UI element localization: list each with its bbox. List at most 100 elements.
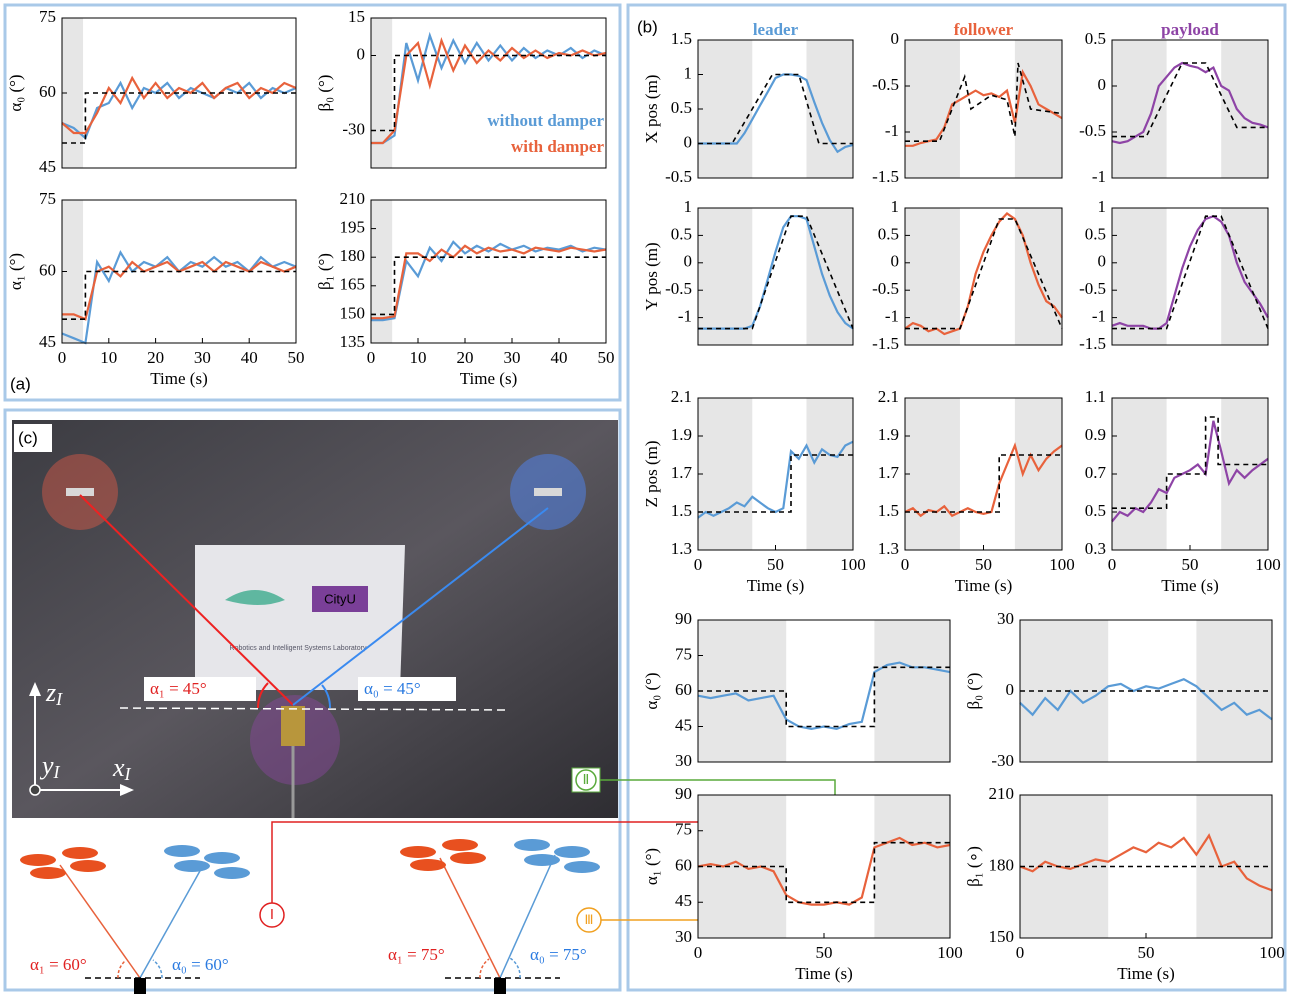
x-tick-label: 10 xyxy=(410,348,427,367)
y-tick-label: 0.5 xyxy=(671,98,692,117)
shaded-region xyxy=(905,208,960,345)
configuration-diagram: α₁ = 60° α₀ = 60° α₁ = 75° α₀ = 75° xyxy=(20,839,600,994)
y-tick-label: 1.7 xyxy=(878,463,900,482)
propeller xyxy=(30,867,66,879)
shaded-region xyxy=(371,200,392,343)
shaded-region xyxy=(1112,208,1167,345)
x-tick-label: 100 xyxy=(1049,555,1075,574)
y-tick-label: 0 xyxy=(1006,680,1015,699)
angle-label: α₀ = 45° xyxy=(364,679,421,698)
y-tick-label: 0 xyxy=(891,252,900,271)
x-tick-label: 50 xyxy=(767,555,784,574)
y-axis-label: α₀ (°) xyxy=(6,74,25,111)
y-tick-label: -0.5 xyxy=(872,75,899,94)
y-tick-label: 165 xyxy=(340,275,366,294)
x-tick-label: 100 xyxy=(1255,555,1281,574)
figure: (a) (b) CityU Robotics and Intelligent S… xyxy=(0,0,1290,995)
propeller xyxy=(442,839,478,851)
y-tick-label: -30 xyxy=(342,119,365,138)
y-tick-label: 45 xyxy=(675,715,692,734)
chart: 0.30.50.70.91.1050100Time (s) xyxy=(1085,387,1281,595)
panel-label: (c) xyxy=(18,428,38,447)
x-tick-label: 100 xyxy=(1259,943,1285,962)
chart: 456075α₀ (°) xyxy=(6,7,296,176)
chart: 3045607590050100Time (s)α₁ (°) xyxy=(642,784,963,983)
legend-entry: without damper xyxy=(487,111,604,130)
y-tick-label: -0.5 xyxy=(1079,279,1106,298)
photo: CityU Robotics and Intelligent Systems L… xyxy=(12,420,618,818)
y-tick-label: 75 xyxy=(675,820,692,839)
propeller xyxy=(20,854,56,866)
shaded-region xyxy=(1196,795,1272,938)
y-tick-label: 60 xyxy=(39,82,56,101)
propeller xyxy=(204,852,240,864)
chart: 3045607590α₀ (°) xyxy=(642,609,950,770)
y-tick-label: 60 xyxy=(675,680,692,699)
y-tick-label: 1 xyxy=(1098,197,1107,216)
shaded-region xyxy=(698,208,752,345)
y-tick-label: 0.5 xyxy=(878,224,899,243)
banner-text: CityU xyxy=(324,591,356,606)
propeller xyxy=(214,867,250,879)
propeller xyxy=(62,847,98,859)
y-axis-label: α₁ (°) xyxy=(642,848,661,885)
y-tick-label: 0 xyxy=(684,132,693,151)
y-tick-label: 0 xyxy=(891,29,900,48)
y-tick-label: 0.5 xyxy=(1085,501,1106,520)
y-tick-label: 1.5 xyxy=(671,501,692,520)
banner-text: Robotics and Intelligent Systems Laborat… xyxy=(230,645,367,652)
y-tick-label: 195 xyxy=(340,218,366,237)
y-tick-label: -1 xyxy=(1092,167,1106,186)
x-tick-label: 0 xyxy=(58,348,67,367)
marker-label: Ⅲ xyxy=(585,912,594,927)
angle-label: α₀ = 75° xyxy=(530,945,587,964)
propeller xyxy=(410,859,446,871)
y-axis-label: β₀ (°) xyxy=(964,673,983,710)
y-axis-label: Y pos (m) xyxy=(642,242,661,310)
x-tick-label: 0 xyxy=(367,348,376,367)
chart: 13515016518019521001020304050Time (s)β₁ … xyxy=(315,189,615,388)
x-tick-label: 10 xyxy=(100,348,117,367)
y-tick-label: 1.5 xyxy=(671,29,692,48)
x-tick-label: 50 xyxy=(288,348,305,367)
x-tick-label: 30 xyxy=(194,348,211,367)
x-tick-label: 100 xyxy=(840,555,866,574)
y-tick-label: 2.1 xyxy=(878,387,899,406)
shaded-region xyxy=(807,398,854,550)
y-tick-label: 45 xyxy=(39,332,56,351)
payload xyxy=(281,706,305,746)
legend-entry: with damper xyxy=(511,137,604,156)
y-tick-label: 75 xyxy=(39,7,56,26)
y-tick-label: -1 xyxy=(885,307,899,326)
angle-label: α₀ = 60° xyxy=(172,955,229,974)
shaded-region xyxy=(1112,398,1167,550)
y-tick-label: 90 xyxy=(675,784,692,803)
chart: -0.500.511.5X pos (m)leader xyxy=(642,20,853,186)
chart: 150180210050100Time (s)β₁ (∘) xyxy=(964,784,1285,983)
y-tick-label: 1.1 xyxy=(1085,387,1106,406)
y-tick-label: 180 xyxy=(989,855,1015,874)
x-axis-label: Time (s) xyxy=(955,576,1012,595)
y-tick-label: 1.7 xyxy=(671,463,693,482)
shaded-region xyxy=(1112,40,1167,178)
propeller xyxy=(70,860,106,872)
x-tick-label: 30 xyxy=(504,348,521,367)
y-tick-label: 30 xyxy=(675,927,692,946)
panel-label: (a) xyxy=(10,374,31,393)
y-tick-label: 0.7 xyxy=(1085,463,1107,482)
shaded-region xyxy=(874,795,950,938)
angle-label: α₁ = 60° xyxy=(30,955,87,974)
chart-title: payload xyxy=(1161,20,1219,39)
y-tick-label: 1 xyxy=(684,197,693,216)
y-axis-label: α₁ (°) xyxy=(6,253,25,290)
shaded-region xyxy=(905,40,960,178)
y-tick-label: 75 xyxy=(675,644,692,663)
y-tick-label: 210 xyxy=(989,784,1015,803)
chart: -1-0.500.51Y pos (m) xyxy=(642,197,853,345)
y-tick-label: -1.5 xyxy=(872,167,899,186)
y-axis-label: X pos (m) xyxy=(642,75,661,144)
marker-label: Ⅰ xyxy=(270,908,274,923)
y-tick-label: -1.5 xyxy=(872,334,899,353)
